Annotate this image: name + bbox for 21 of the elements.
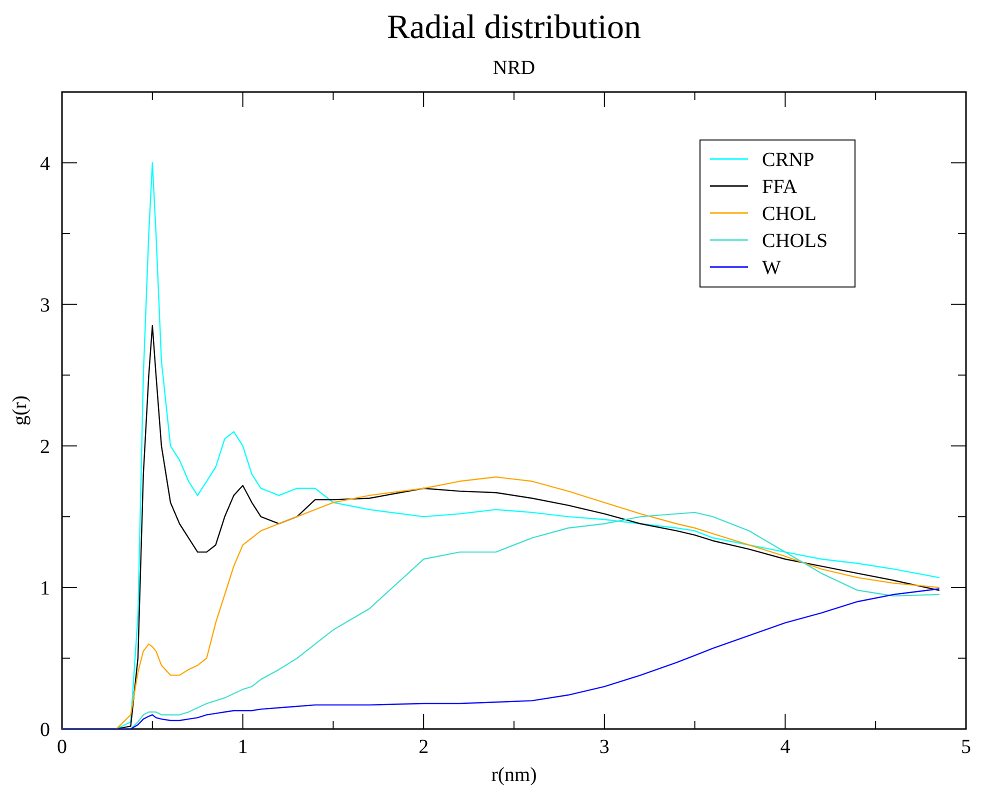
legend-label: CHOL xyxy=(762,203,816,225)
y-axis-title: g(r) xyxy=(9,396,31,426)
chart-subtitle: NRD xyxy=(492,57,536,79)
legend-label: FFA xyxy=(762,176,798,198)
x-tick-label: 1 xyxy=(238,736,248,758)
chart-title: Radial distribution xyxy=(386,9,642,46)
legend-label: CRNP xyxy=(762,149,814,171)
x-tick-label: 5 xyxy=(961,736,971,758)
y-tick-label: 3 xyxy=(40,294,50,316)
x-tick-label: 4 xyxy=(780,736,790,758)
y-tick-label: 1 xyxy=(40,577,50,600)
line-series xyxy=(62,588,940,729)
x-axis-title: r(nm) xyxy=(491,764,537,786)
legend-label: W xyxy=(762,257,781,279)
y-tick-label: 0 xyxy=(40,719,50,741)
x-tick-label: 3 xyxy=(599,736,610,758)
y-tick-label: 2 xyxy=(40,436,50,458)
legend-label: CHOLS xyxy=(762,230,828,252)
y-tick-label: 4 xyxy=(40,152,50,175)
x-tick-label: 2 xyxy=(418,736,429,758)
x-tick-label: 0 xyxy=(57,736,67,758)
